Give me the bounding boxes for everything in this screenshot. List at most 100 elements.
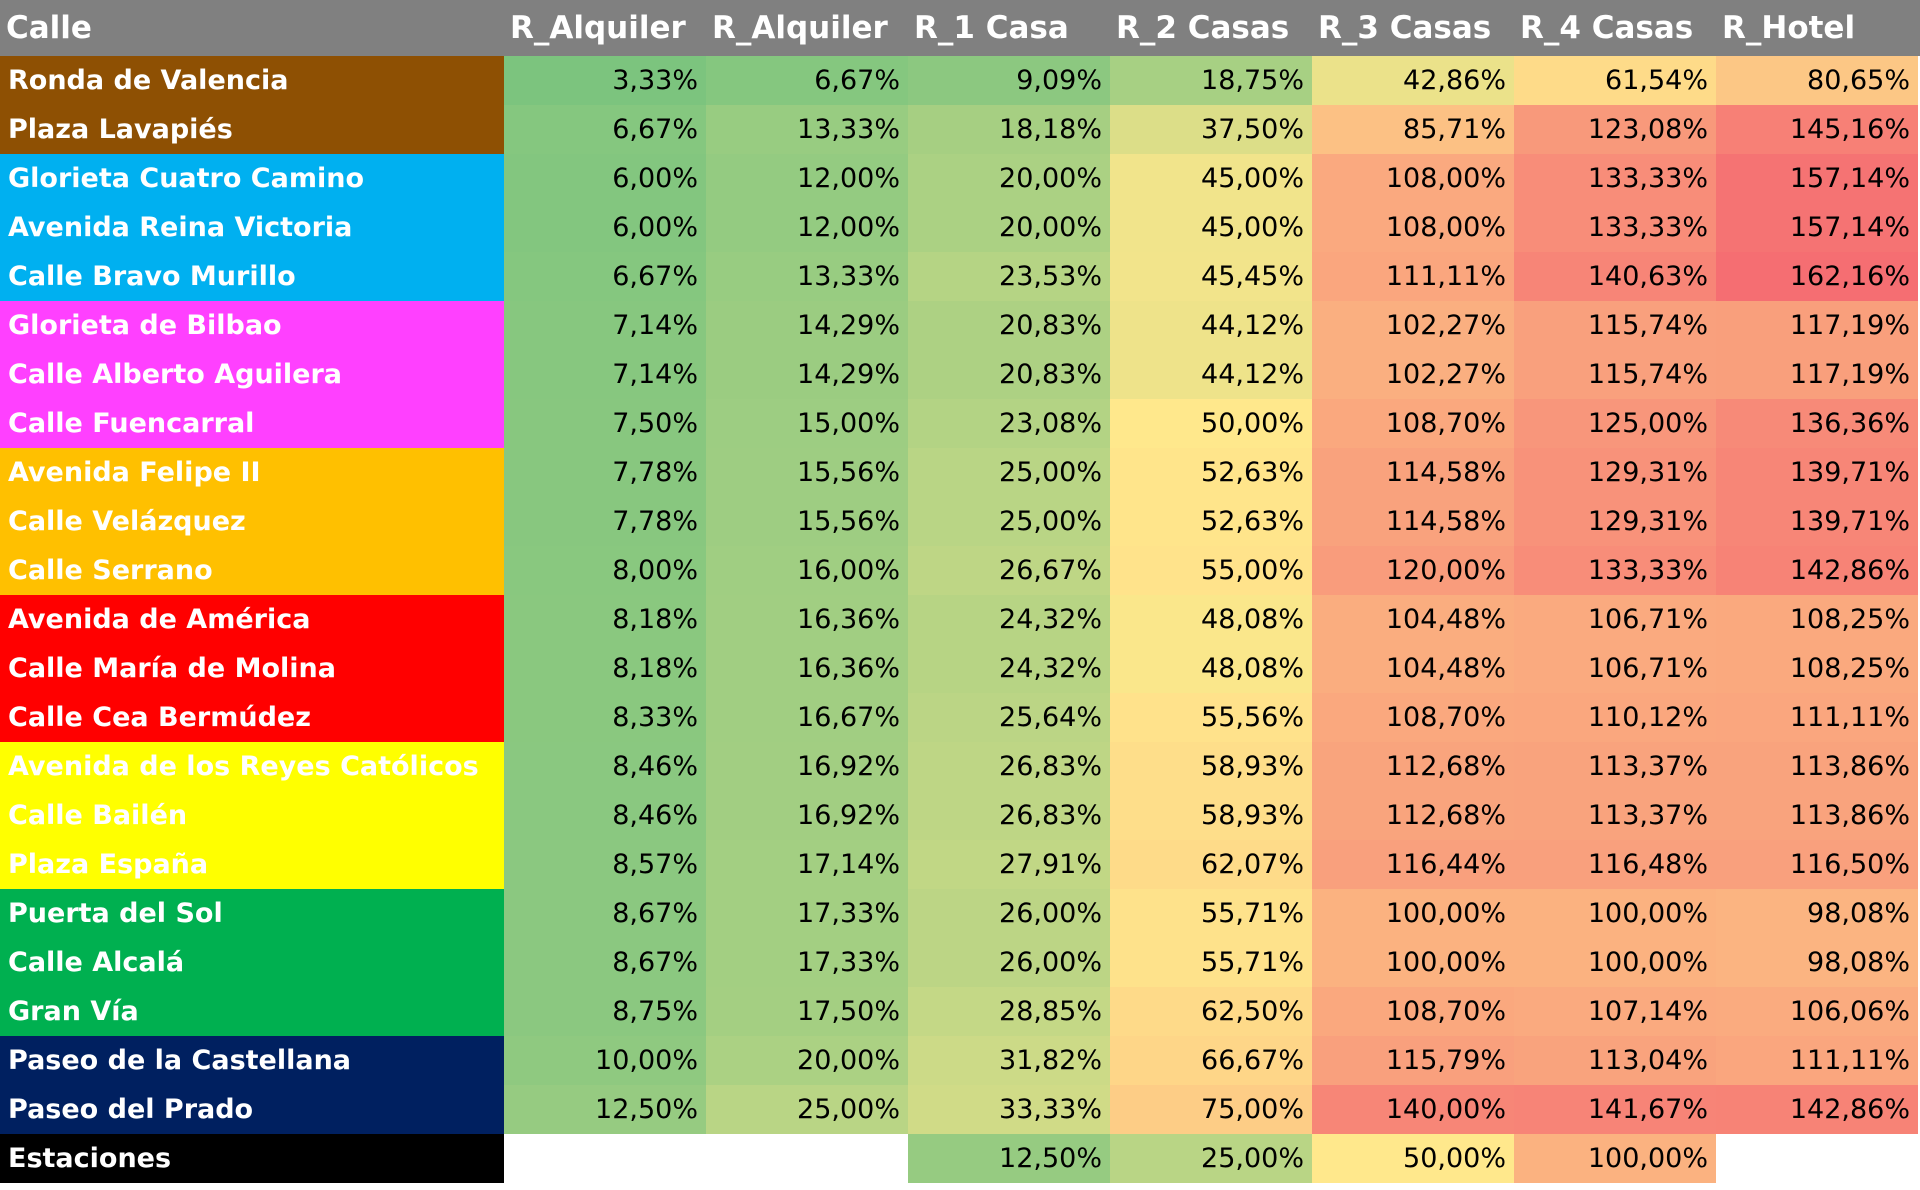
row-label: Avenida Felipe II	[0, 448, 504, 497]
value-cell: 7,78%	[504, 497, 706, 546]
header-cell: Calle	[6, 10, 92, 46]
value-cell: 16,92%	[706, 791, 908, 840]
row-label: Glorieta Cuatro Camino	[0, 154, 504, 203]
value-cell: 157,14%	[1716, 154, 1918, 203]
value-cell: 17,33%	[706, 938, 908, 987]
value-cell: 48,08%	[1110, 644, 1312, 693]
value-cell: 133,33%	[1514, 154, 1716, 203]
value-cell: 50,00%	[1312, 1134, 1514, 1183]
value-cell: 55,71%	[1110, 938, 1312, 987]
value-cell: 58,93%	[1110, 742, 1312, 791]
value-cell: 16,67%	[706, 693, 908, 742]
value-cell: 8,46%	[504, 742, 706, 791]
value-cell: 107,14%	[1514, 987, 1716, 1036]
value-cell: 45,00%	[1110, 154, 1312, 203]
value-cell: 20,00%	[908, 154, 1110, 203]
value-cell: 52,63%	[1110, 497, 1312, 546]
value-cell: 16,36%	[706, 595, 908, 644]
value-cell: 113,37%	[1514, 742, 1716, 791]
value-cell: 106,71%	[1514, 644, 1716, 693]
value-cell	[504, 1134, 706, 1183]
table-row: Avenida de América 8,18% 16,36% 24,32% 48,08…	[0, 595, 1920, 644]
value-cell: 133,33%	[1514, 546, 1716, 595]
table-row: Paseo de la Castellana 10,00% 20,00% 31,82%…	[0, 1036, 1920, 1085]
value-cell: 15,56%	[706, 448, 908, 497]
value-cell: 111,11%	[1716, 693, 1918, 742]
value-cell: 8,75%	[504, 987, 706, 1036]
table-row: Avenida Reina Victoria 6,00% 12,00% 20,00% 4…	[0, 203, 1920, 252]
value-cell: 62,07%	[1110, 840, 1312, 889]
value-cell: 17,33%	[706, 889, 908, 938]
value-cell: 6,67%	[706, 56, 908, 105]
row-label: Paseo del Prado	[0, 1085, 504, 1134]
value-cell: 8,46%	[504, 791, 706, 840]
value-cell: 58,93%	[1110, 791, 1312, 840]
value-cell: 113,86%	[1716, 742, 1918, 791]
value-cell: 26,83%	[908, 791, 1110, 840]
value-cell	[706, 1134, 908, 1183]
value-cell: 113,04%	[1514, 1036, 1716, 1085]
value-cell: 140,00%	[1312, 1085, 1514, 1134]
value-cell: 7,14%	[504, 301, 706, 350]
value-cell: 106,71%	[1514, 595, 1716, 644]
row-label: Plaza España	[0, 840, 504, 889]
value-cell: 100,00%	[1312, 889, 1514, 938]
table-row: Puerta del Sol 8,67% 17,33% 26,00% 55,71% 100…	[0, 889, 1920, 938]
value-cell: 6,00%	[504, 203, 706, 252]
value-cell: 55,56%	[1110, 693, 1312, 742]
value-cell: 129,31%	[1514, 497, 1716, 546]
value-cell: 15,00%	[706, 399, 908, 448]
value-cell: 26,67%	[908, 546, 1110, 595]
value-cell	[1716, 1134, 1918, 1183]
value-cell: 142,86%	[1716, 1085, 1918, 1134]
value-cell: 24,32%	[908, 595, 1110, 644]
value-cell: 10,00%	[504, 1036, 706, 1085]
value-cell: 25,00%	[908, 448, 1110, 497]
value-cell: 48,08%	[1110, 595, 1312, 644]
value-cell: 113,37%	[1514, 791, 1716, 840]
row-label: Glorieta de Bilbao	[0, 301, 504, 350]
value-cell: 106,06%	[1716, 987, 1918, 1036]
table-row: Plaza España 8,57% 17,14% 27,91% 62,07% 116,4…	[0, 840, 1920, 889]
value-cell: 52,63%	[1110, 448, 1312, 497]
header-cell: R_Hotel	[1722, 10, 1856, 46]
value-cell: 108,25%	[1716, 595, 1918, 644]
value-cell: 37,50%	[1110, 105, 1312, 154]
value-cell: 26,00%	[908, 889, 1110, 938]
row-label: Calle Alcalá	[0, 938, 504, 987]
value-cell: 44,12%	[1110, 301, 1312, 350]
value-cell: 7,14%	[504, 350, 706, 399]
value-cell: 12,50%	[908, 1134, 1110, 1183]
value-cell: 115,74%	[1514, 350, 1716, 399]
value-cell: 23,08%	[908, 399, 1110, 448]
value-cell: 13,33%	[706, 252, 908, 301]
table-row: Estaciones 12,50% 25,00% 50,00% 100,00%	[0, 1134, 1920, 1183]
value-cell: 8,00%	[504, 546, 706, 595]
value-cell: 139,71%	[1716, 448, 1918, 497]
value-cell: 115,79%	[1312, 1036, 1514, 1085]
table-row: Gran Vía 8,75% 17,50% 28,85% 62,50% 108,70% 10…	[0, 987, 1920, 1036]
value-cell: 80,65%	[1716, 56, 1918, 105]
value-cell: 20,00%	[908, 203, 1110, 252]
row-label: Calle Bravo Murillo	[0, 252, 504, 301]
value-cell: 139,71%	[1716, 497, 1918, 546]
row-label: Avenida Reina Victoria	[0, 203, 504, 252]
value-cell: 16,92%	[706, 742, 908, 791]
value-cell: 100,00%	[1514, 938, 1716, 987]
value-cell: 15,56%	[706, 497, 908, 546]
value-cell: 8,67%	[504, 889, 706, 938]
row-label: Plaza Lavapiés	[0, 105, 504, 154]
row-label: Estaciones	[0, 1134, 504, 1183]
value-cell: 17,14%	[706, 840, 908, 889]
value-cell: 102,27%	[1312, 301, 1514, 350]
header-cell: R_Alquiler	[712, 10, 888, 46]
value-cell: 18,18%	[908, 105, 1110, 154]
header-cell: R_4 Casas	[1520, 10, 1694, 46]
table-row: Calle María de Molina 8,18% 16,36% 24,32% 48…	[0, 644, 1920, 693]
value-cell: 28,85%	[908, 987, 1110, 1036]
value-cell: 116,44%	[1312, 840, 1514, 889]
header-cell: R_Alquiler	[510, 10, 686, 46]
value-cell: 115,74%	[1514, 301, 1716, 350]
value-cell: 12,00%	[706, 203, 908, 252]
value-cell: 50,00%	[1110, 399, 1312, 448]
